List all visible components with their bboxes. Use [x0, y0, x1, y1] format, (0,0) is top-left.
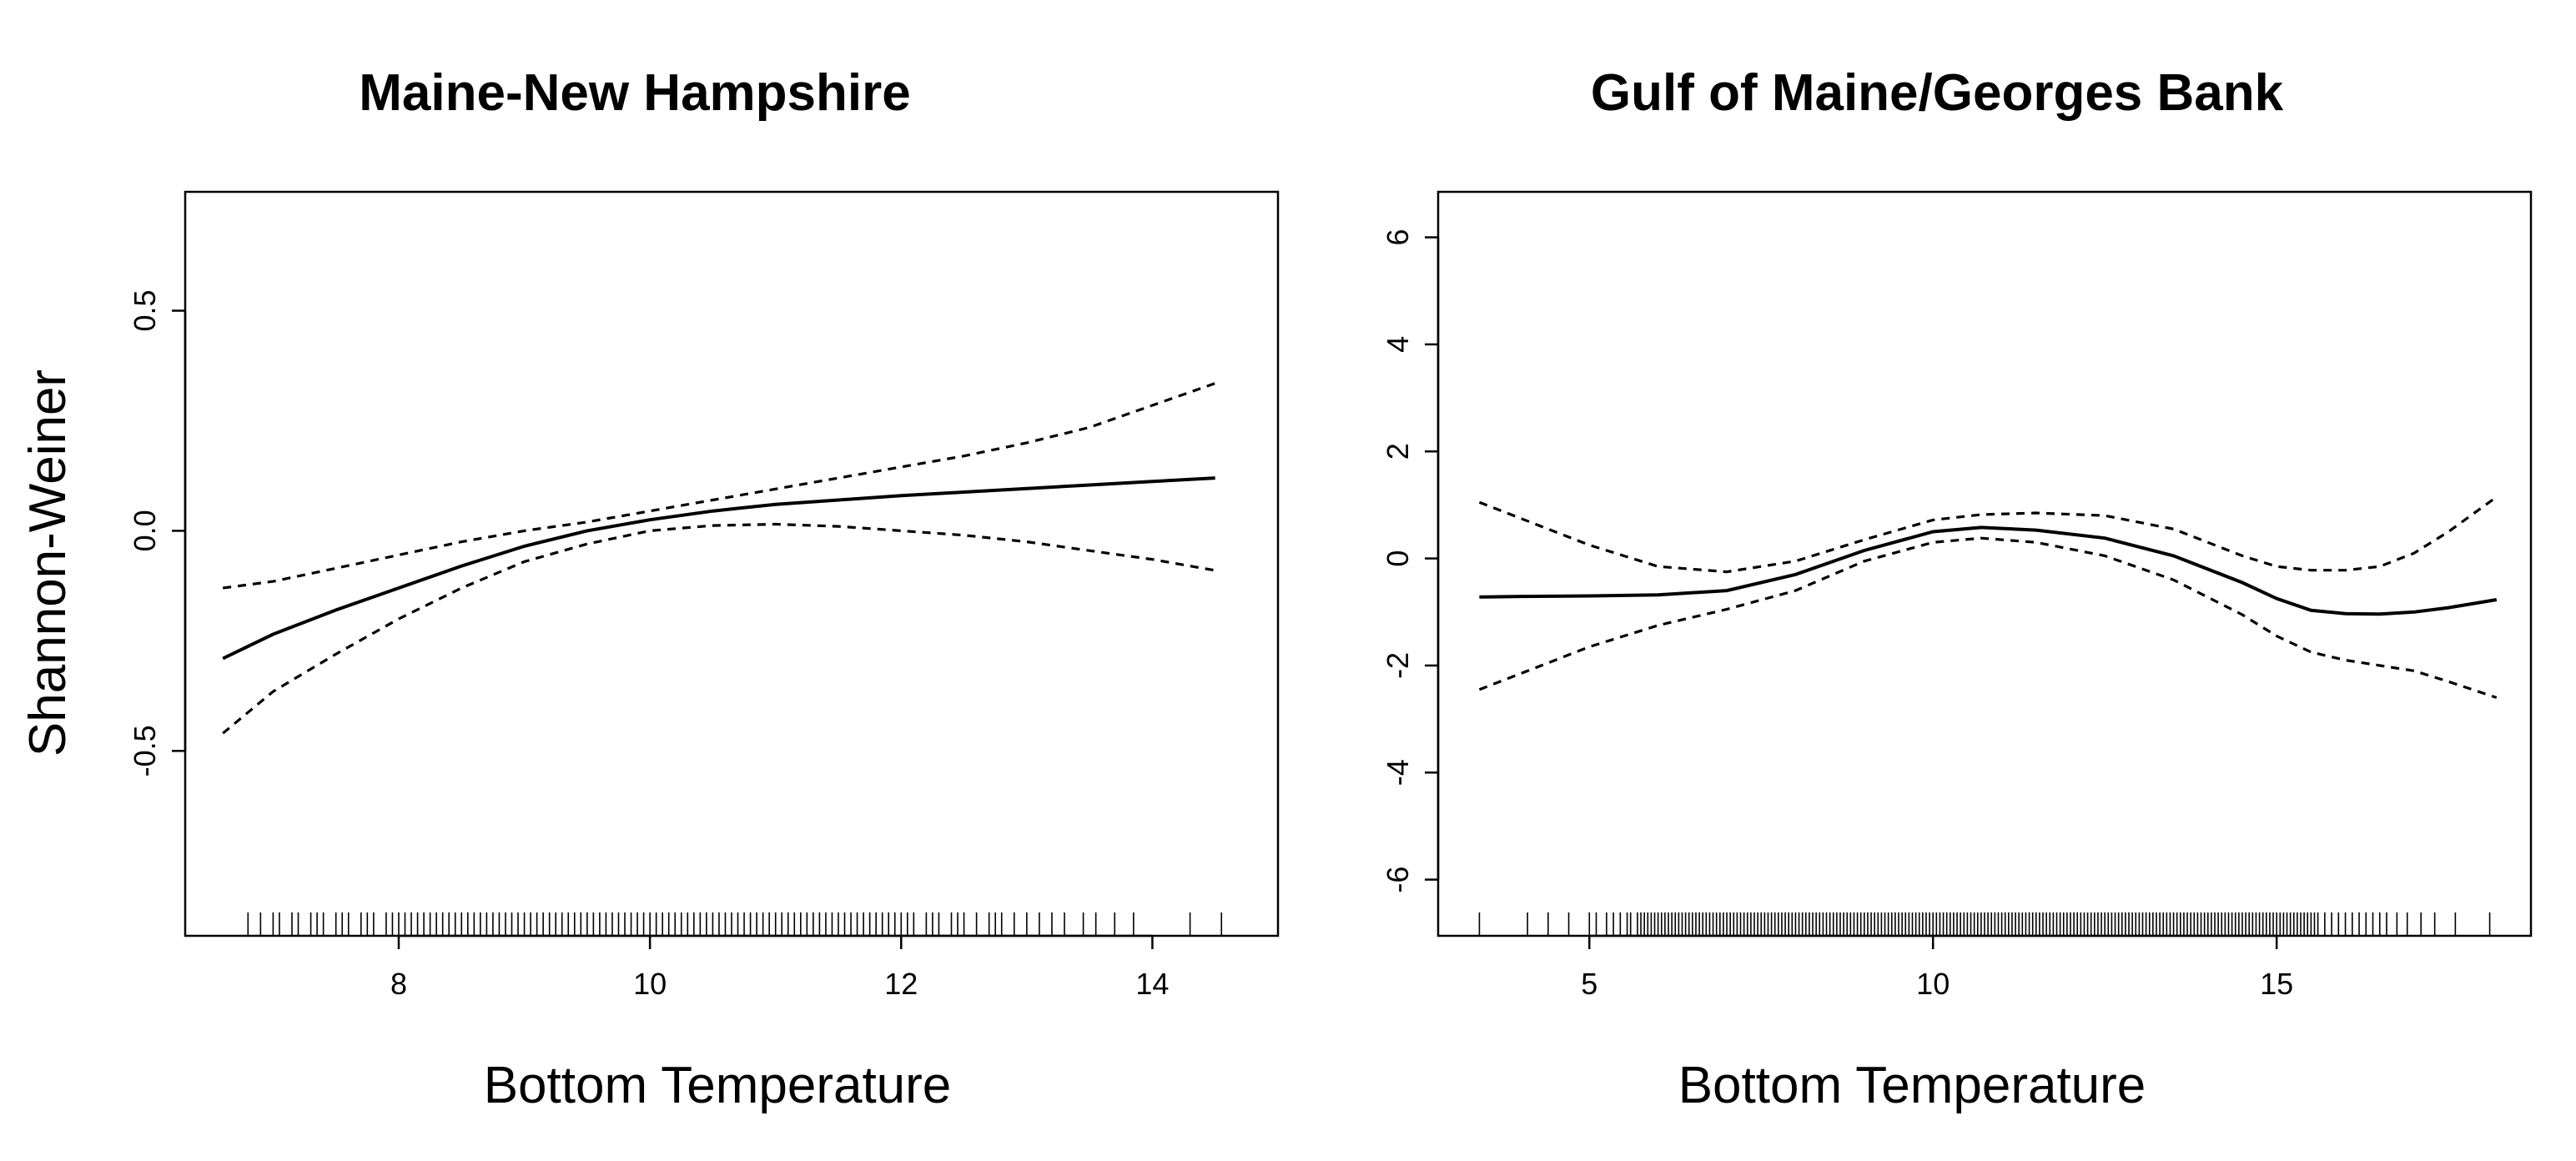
upper-confidence-line [222, 382, 1216, 590]
x-axis-title: Bottom Temperature [484, 1057, 952, 1114]
x-tick-label: 5 [1581, 967, 1597, 1001]
plot-lines [1478, 495, 2498, 699]
plot-frame [1436, 190, 2533, 937]
y-tick-label: -6 [1381, 867, 1415, 893]
rug-plot [247, 912, 1223, 936]
x-tick-label: 12 [884, 967, 918, 1001]
fitted-smooth-line [1479, 525, 2498, 616]
chart-panel-maine-new-hampshire: Maine-New Hampshire 8 10 12 14 -0.5 0.0 0.5 B… [128, 64, 1280, 1114]
panel-title: Gulf of Maine/Georges Bank [1591, 64, 2284, 122]
y-axis: -0.5 0.0 0.5 [128, 289, 187, 777]
fitted-smooth-line [222, 476, 1215, 661]
x-tick-label: 10 [633, 967, 667, 1001]
y-tick-label: 4 [1381, 336, 1415, 353]
y-tick-label: -4 [1381, 759, 1415, 786]
x-tick-label: 8 [390, 967, 407, 1001]
chart-panel-gulf-of-maine-georges-bank: Gulf of Maine/Georges Bank 5 10 15 -6 -4 -2 0… [1381, 64, 2533, 1114]
panel-title: Maine-New Hampshire [359, 64, 911, 122]
plot-frame [184, 190, 1280, 937]
y-tick-label: 2 [1381, 443, 1415, 460]
y-axis-title: Shannon-Weiner [19, 369, 77, 756]
x-tick-label: 15 [2260, 967, 2293, 1001]
x-axis: 8 10 12 14 [390, 934, 1169, 1001]
y-tick-label: 6 [1381, 229, 1415, 246]
lower-confidence-line [222, 522, 1215, 735]
x-axis-title: Bottom Temperature [1678, 1057, 2146, 1114]
plot-lines [222, 382, 1216, 735]
rug-plot [1478, 912, 2491, 936]
y-tick-label: -2 [1381, 652, 1415, 679]
y-tick-label: 0.0 [128, 510, 162, 551]
y-tick-label: -0.5 [128, 725, 162, 777]
y-axis: -6 -4 -2 0 2 4 6 [1381, 229, 1440, 893]
y-tick-label: 0.5 [128, 289, 162, 331]
y-tick-label: 0 [1381, 550, 1415, 567]
lower-confidence-line [1478, 536, 2498, 699]
x-tick-label: 10 [1916, 967, 1950, 1001]
upper-confidence-line [1478, 495, 2498, 574]
x-axis: 5 10 15 [1581, 934, 2293, 1001]
x-tick-label: 14 [1135, 967, 1169, 1001]
